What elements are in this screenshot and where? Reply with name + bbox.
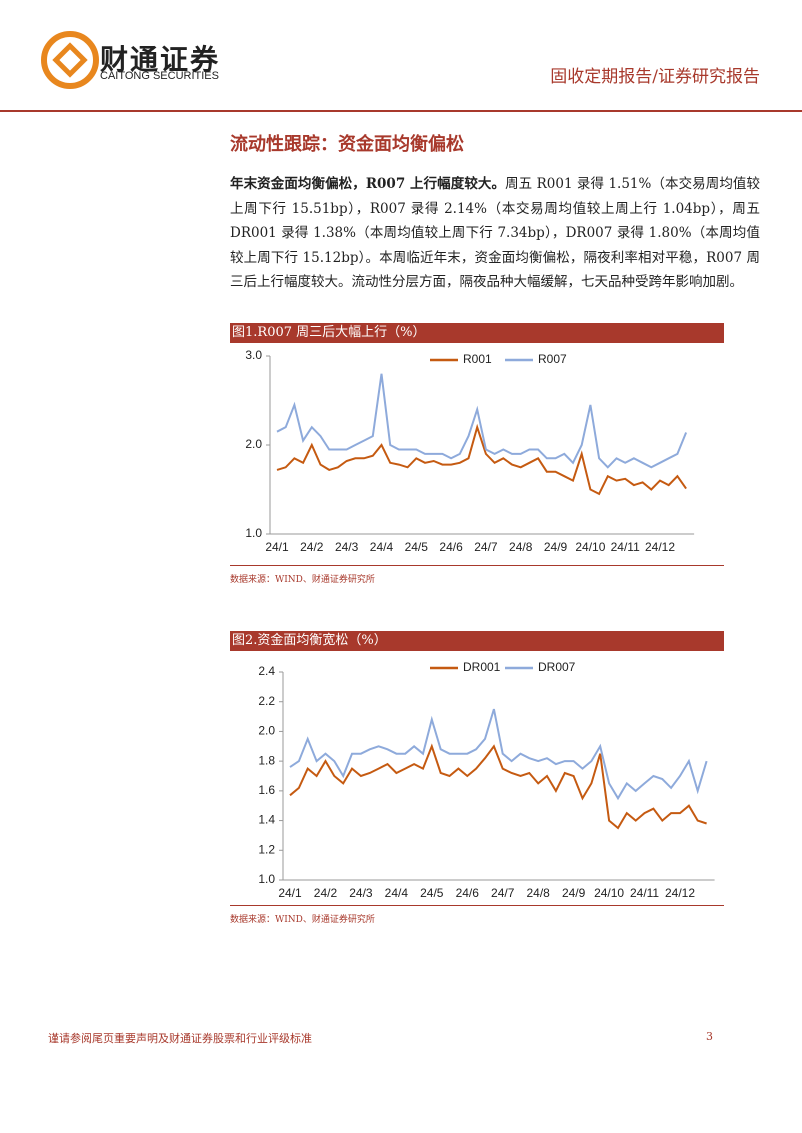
y-tick-label: 1.8 <box>258 753 275 767</box>
x-tick-label: 24/11 <box>611 540 640 554</box>
brand-en: CAITONG SECURITIES <box>100 70 219 82</box>
page-number: 3 <box>706 1030 713 1043</box>
chart: 1.0 1.2 1.4 1.6 1.8 2.0 2.2 2.4 24/1 24/2 24/3 24/4… <box>258 660 715 900</box>
legend-label: R007 <box>538 352 567 366</box>
x-tick-label: 24/9 <box>562 886 586 900</box>
legend-label: R001 <box>463 352 492 366</box>
y-tick-label: 2.0 <box>258 724 275 738</box>
series-line <box>289 743 707 830</box>
y-tick-label: 2.0 <box>245 437 262 451</box>
y-tick-label: 1.2 <box>258 842 275 856</box>
x-tick-label: 24/1 <box>265 540 289 554</box>
body: 周五 R001 录得 1.51%（本交易周均值较上周下行 15.51bp），R0… <box>230 176 760 290</box>
lead: 年末资金面均衡偏松，R007 上行幅度较大。 <box>230 176 506 192</box>
x-tick-label: 24/8 <box>527 886 551 900</box>
brand-cn: 财通证券 <box>100 43 221 76</box>
y-tick-label: 1.4 <box>258 813 275 827</box>
y-tick-label: 2.2 <box>258 694 275 708</box>
x-tick-label: 24/5 <box>420 886 444 900</box>
x-tick-label: 24/10 <box>575 540 605 554</box>
x-tick-label: 24/7 <box>474 540 498 554</box>
legend-label: DR001 <box>463 660 501 674</box>
y-tick-label: 2.4 <box>258 664 275 678</box>
x-tick-label: 24/12 <box>645 540 675 554</box>
y-tick-label: 1.0 <box>258 872 275 886</box>
x-tick-label: 24/2 <box>300 540 324 554</box>
source: 数据来源：WIND、财通证券研究所 <box>230 565 724 585</box>
disclaimer: 谨请参阅尾页重要声明及财通证券股票和行业评级标准 <box>48 1032 312 1045</box>
report-type: 固收定期报告/证券研究报告 <box>550 67 760 87</box>
x-tick-label: 24/11 <box>630 886 659 900</box>
figure-title: 图1.R007 周三后大幅上行（%） <box>230 323 724 343</box>
x-tick-label: 24/12 <box>665 886 695 900</box>
x-tick-label: 24/6 <box>439 540 463 554</box>
section-title: 流动性跟踪：资金面均衡偏松 <box>230 134 464 155</box>
x-tick-label: 24/9 <box>544 540 568 554</box>
x-tick-label: 24/2 <box>314 886 338 900</box>
x-tick-label: 24/7 <box>491 886 515 900</box>
x-tick-label: 24/4 <box>370 540 394 554</box>
x-tick-label: 24/4 <box>385 886 409 900</box>
series-line <box>276 423 687 496</box>
y-tick-label: 1.0 <box>245 526 262 540</box>
y-tick-label: 3.0 <box>245 348 262 362</box>
legend-label: DR007 <box>538 660 576 674</box>
x-tick-label: 24/1 <box>278 886 302 900</box>
x-tick-label: 24/6 <box>456 886 480 900</box>
x-tick-label: 24/3 <box>335 540 359 554</box>
x-tick-label: 24/10 <box>594 886 624 900</box>
x-tick-label: 24/5 <box>405 540 429 554</box>
x-tick-label: 24/3 <box>349 886 373 900</box>
figure-title: 图2.资金面均衡宽松（%） <box>230 631 724 651</box>
header-rule <box>0 110 802 112</box>
logo <box>41 31 99 89</box>
series-line <box>276 373 688 469</box>
source: 数据来源：WIND、财通证券研究所 <box>230 905 724 925</box>
y-tick-label: 1.6 <box>258 783 275 797</box>
x-tick-label: 24/8 <box>509 540 533 554</box>
paragraph: 年末资金面均衡偏松，R007 上行幅度较大。周五 R001 录得 1.51%（本… <box>230 172 760 295</box>
series-line <box>289 708 708 801</box>
chart: 1.0 2.0 3.0 24/1 24/2 24/3 24/4 24/5 24/6 24/7 24/… <box>245 348 695 554</box>
